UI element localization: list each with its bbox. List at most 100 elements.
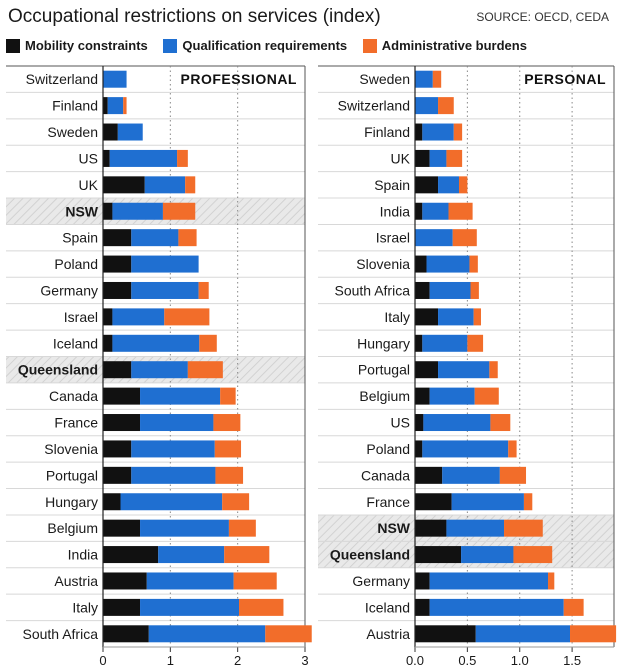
category-label-sweden: Sweden: [47, 124, 98, 140]
category-label-india: India: [380, 203, 411, 219]
category-label-canada: Canada: [49, 388, 98, 404]
bar-mobility-spain: [103, 229, 132, 247]
bar-administrative-nsw: [162, 202, 196, 220]
legend-label-administrative: Administrative burdens: [381, 38, 527, 53]
legend-swatch-administrative: [362, 38, 377, 53]
bar-mobility-poland: [415, 440, 423, 458]
category-label-india: India: [68, 547, 99, 563]
bar-administrative-queensland: [187, 361, 223, 379]
category-label-hungary: Hungary: [45, 494, 98, 510]
bar-administrative-portugal: [215, 466, 244, 484]
bar-mobility-south-africa: [103, 625, 149, 643]
bar-qualification-poland: [131, 255, 199, 273]
bar-mobility-portugal: [415, 361, 439, 379]
category-label-sweden: Sweden: [359, 71, 410, 87]
bar-mobility-iceland: [103, 334, 113, 352]
bar-qualification-france: [451, 493, 524, 511]
category-label-hungary: Hungary: [357, 335, 410, 351]
bar-mobility-austria: [103, 572, 147, 590]
bar-qualification-austria: [146, 572, 234, 590]
chart-title: Occupational restrictions on services (i…: [8, 6, 381, 27]
bar-mobility-us: [103, 149, 110, 167]
bar-administrative-south-africa: [265, 625, 312, 643]
bar-mobility-germany: [415, 572, 430, 590]
category-label-italy: Italy: [72, 599, 98, 615]
x-tick-label: 2: [234, 653, 241, 668]
category-label-belgium: Belgium: [47, 520, 98, 536]
bar-administrative-israel: [452, 229, 477, 247]
category-label-israel: Israel: [64, 309, 98, 325]
bar-mobility-hungary: [103, 493, 121, 511]
bar-mobility-portugal: [103, 466, 132, 484]
x-tick-label: 0.0: [406, 653, 424, 668]
bar-qualification-uk: [429, 149, 447, 167]
bar-qualification-poland: [422, 440, 509, 458]
bar-mobility-south-africa: [415, 281, 430, 299]
category-label-switzerland: Switzerland: [26, 71, 98, 87]
bar-qualification-finland: [422, 123, 454, 141]
bar-mobility-poland: [103, 255, 132, 273]
bar-qualification-india: [158, 546, 225, 564]
bar-administrative-france: [213, 414, 241, 432]
bar-qualification-spain: [131, 229, 179, 247]
bar-administrative-poland: [508, 440, 517, 458]
bar-administrative-finland: [453, 123, 463, 141]
legend: Mobility constraints Qualification requi…: [6, 38, 539, 56]
source-note: SOURCE: OECD, CEDA: [476, 10, 609, 24]
bar-mobility-israel: [103, 308, 113, 326]
category-label-germany: Germany: [352, 573, 410, 589]
category-label-israel: Israel: [376, 230, 410, 246]
bar-mobility-germany: [103, 281, 132, 299]
category-label-us: US: [391, 415, 410, 431]
category-label-slovenia: Slovenia: [44, 441, 98, 457]
bar-mobility-finland: [103, 97, 108, 115]
bar-mobility-queensland: [415, 546, 462, 564]
bar-qualification-sweden: [117, 123, 143, 141]
bar-administrative-uk: [185, 176, 196, 194]
bar-administrative-iceland: [563, 598, 584, 616]
category-label-portugal: Portugal: [46, 467, 98, 483]
bar-qualification-switzerland: [103, 70, 127, 88]
bar-qualification-italy: [438, 308, 474, 326]
category-label-canada: Canada: [361, 467, 410, 483]
category-label-belgium: Belgium: [359, 388, 410, 404]
bar-mobility-spain: [415, 176, 439, 194]
category-label-finland: Finland: [52, 98, 98, 114]
category-label-france: France: [366, 494, 410, 510]
bar-qualification-portugal: [131, 466, 216, 484]
bar-mobility-sweden: [103, 123, 118, 141]
x-tick-label: 1.5: [563, 653, 581, 668]
bar-qualification-iceland: [112, 334, 200, 352]
bar-qualification-south-africa: [429, 281, 471, 299]
bar-mobility-france: [103, 414, 141, 432]
bar-qualification-sweden: [415, 70, 433, 88]
bar-qualification-portugal: [438, 361, 490, 379]
bar-qualification-germany: [131, 281, 199, 299]
bar-mobility-hungary: [415, 334, 423, 352]
bar-administrative-germany: [198, 281, 209, 299]
bar-mobility-france: [415, 493, 452, 511]
bar-administrative-us: [490, 414, 511, 432]
legend-item-administrative: Administrative burdens: [362, 38, 527, 53]
bar-mobility-india: [415, 202, 423, 220]
bar-administrative-austria: [233, 572, 277, 590]
bar-qualification-germany: [429, 572, 549, 590]
bar-administrative-canada: [220, 387, 236, 405]
x-tick-label: 3: [301, 653, 308, 668]
panel-professional: 0 1 2 3 Switzerland Finland Sweden US UK NSW Spain…: [6, 65, 312, 668]
bar-qualification-italy: [140, 598, 240, 616]
bar-qualification-nsw: [112, 202, 163, 220]
bar-administrative-us: [177, 149, 188, 167]
x-tick-label: 0: [99, 653, 106, 668]
bar-mobility-uk: [103, 176, 145, 194]
bar-administrative-portugal: [489, 361, 498, 379]
category-label-italy: Italy: [384, 309, 410, 325]
bar-administrative-queensland: [513, 546, 553, 564]
bar-administrative-slovenia: [214, 440, 242, 458]
panel-personal: 0.0 0.5 1.0 1.5 Sweden Switzerland Finland UK Sp…: [318, 65, 617, 668]
bar-mobility-belgium: [415, 387, 430, 405]
panel-title-personal: PERSONAL: [524, 71, 606, 87]
legend-label-mobility: Mobility constraints: [25, 38, 148, 53]
bar-administrative-spain: [458, 176, 468, 194]
bar-administrative-hungary: [222, 493, 250, 511]
